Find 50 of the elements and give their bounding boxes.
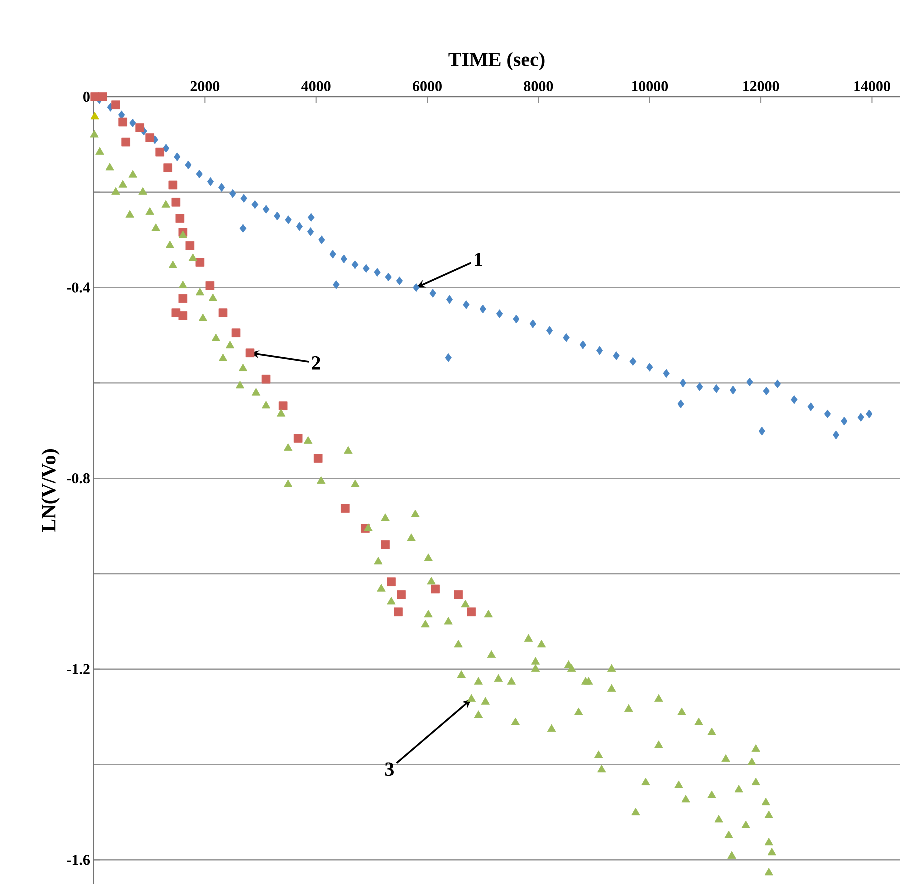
point (394, 608, 403, 617)
y-tick-label: -0.8 (67, 473, 90, 484)
point (136, 124, 144, 132)
point (454, 590, 463, 600)
annotation: 2 (312, 356, 320, 370)
x-tick-label: 4000 (302, 81, 331, 92)
point (314, 454, 323, 463)
y-tick-label: 0 (84, 92, 90, 102)
point (246, 348, 255, 358)
y-axis-title: LN(V/Vo) (42, 450, 60, 532)
point (176, 214, 185, 224)
point (172, 198, 181, 207)
point (232, 328, 241, 338)
point (206, 281, 215, 290)
annotation: 3 (385, 762, 394, 776)
y-tick-label: -0.4 (67, 282, 90, 293)
x-tick-label: 10000 (632, 81, 668, 92)
point (98, 92, 108, 102)
point (262, 374, 271, 384)
point (294, 434, 303, 443)
point (218, 308, 228, 318)
point (431, 584, 440, 594)
x-axis-title: TIME (sec) (448, 52, 545, 70)
point (122, 138, 130, 147)
point (146, 134, 154, 142)
y-tick-label: -1.6 (67, 855, 90, 866)
point (397, 590, 406, 600)
x-tick-label: 2000 (190, 81, 220, 92)
point (186, 241, 195, 250)
point (178, 294, 188, 304)
point (341, 504, 350, 514)
point (168, 180, 178, 190)
point (381, 540, 390, 550)
point (112, 100, 120, 110)
x-tick-label: 14000 (854, 81, 890, 92)
point (118, 118, 128, 127)
x-tick-label: 12000 (744, 81, 780, 92)
point (196, 258, 205, 267)
x-tick-label: 8000 (524, 81, 554, 92)
point (278, 402, 288, 410)
point (90, 112, 100, 120)
y-tick-label: -1.2 (67, 664, 90, 674)
point (172, 308, 181, 318)
x-tick-label: 6000 (413, 81, 442, 92)
point (156, 148, 164, 157)
annotation: 1 (475, 253, 482, 266)
point (90, 92, 100, 102)
point (387, 578, 396, 586)
point (164, 164, 172, 172)
point (467, 608, 476, 617)
